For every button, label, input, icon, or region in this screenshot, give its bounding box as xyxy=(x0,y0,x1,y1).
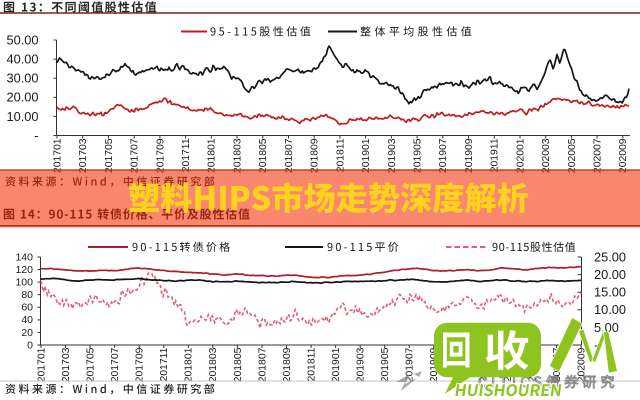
svg-text:201803: 201803 xyxy=(208,347,219,382)
svg-text:10.00: 10.00 xyxy=(594,302,626,317)
svg-text:201805: 201805 xyxy=(233,347,244,382)
svg-text:201705: 201705 xyxy=(86,347,97,382)
svg-text:202009: 202009 xyxy=(618,138,629,173)
svg-text:201907: 201907 xyxy=(405,347,416,382)
svg-text:201709: 201709 xyxy=(135,347,146,382)
svg-text:25.00: 25.00 xyxy=(594,249,626,264)
svg-text:201907: 201907 xyxy=(438,138,449,173)
svg-text:20.00: 20.00 xyxy=(6,90,38,105)
svg-text:201809: 201809 xyxy=(310,138,321,173)
svg-text:202005: 202005 xyxy=(567,138,578,173)
svg-text:140: 140 xyxy=(15,251,33,263)
svg-text:201811: 201811 xyxy=(335,138,346,172)
svg-text:40.00: 40.00 xyxy=(6,52,38,67)
svg-text:60: 60 xyxy=(21,302,33,314)
svg-text:120: 120 xyxy=(15,264,33,276)
svg-text:201911: 201911 xyxy=(490,138,501,172)
svg-text:201703: 201703 xyxy=(78,138,89,173)
svg-text:50.00: 50.00 xyxy=(6,32,38,47)
svg-text:201707: 201707 xyxy=(130,138,141,173)
svg-text:201909: 201909 xyxy=(464,138,475,173)
svg-text:80: 80 xyxy=(21,289,33,301)
svg-text:10.00: 10.00 xyxy=(6,109,38,124)
svg-text:20: 20 xyxy=(21,327,33,339)
svg-text:201809: 201809 xyxy=(282,347,293,382)
svg-text:201801: 201801 xyxy=(184,347,195,382)
svg-text:201703: 201703 xyxy=(61,347,72,382)
svg-text:201905: 201905 xyxy=(380,347,391,382)
svg-text:30.00: 30.00 xyxy=(6,71,38,86)
svg-text:-: - xyxy=(34,128,38,143)
svg-text:201705: 201705 xyxy=(104,138,115,173)
svg-text:201801: 201801 xyxy=(207,138,218,173)
svg-text:202007: 202007 xyxy=(593,138,604,173)
svg-text:201807: 201807 xyxy=(284,138,295,173)
svg-text:201709: 201709 xyxy=(155,138,166,173)
svg-text:0: 0 xyxy=(27,339,33,351)
svg-text:201807: 201807 xyxy=(257,347,268,382)
svg-text:201901: 201901 xyxy=(361,138,372,173)
svg-text:201711: 201711 xyxy=(181,138,192,172)
svg-text:5.00: 5.00 xyxy=(594,320,619,335)
svg-text:100: 100 xyxy=(15,277,33,289)
svg-text:15.00: 15.00 xyxy=(594,285,626,300)
svg-text:201811: 201811 xyxy=(306,347,317,381)
svg-text:20.00: 20.00 xyxy=(594,267,626,282)
svg-text:202009: 202009 xyxy=(577,347,588,382)
svg-text:-: - xyxy=(594,337,598,352)
svg-text:201701: 201701 xyxy=(52,138,63,173)
svg-text:201903: 201903 xyxy=(356,347,367,382)
svg-text:40: 40 xyxy=(21,314,33,326)
svg-text:202003: 202003 xyxy=(541,138,552,173)
svg-text:201711: 201711 xyxy=(159,347,170,381)
svg-text:201901: 201901 xyxy=(331,347,342,382)
svg-text:201707: 201707 xyxy=(110,347,121,382)
svg-text:202001: 202001 xyxy=(515,138,526,173)
svg-text:201701: 201701 xyxy=(36,347,47,382)
svg-text:201805: 201805 xyxy=(258,138,269,173)
svg-text:201803: 201803 xyxy=(232,138,243,173)
svg-text:201905: 201905 xyxy=(413,138,424,173)
svg-text:201903: 201903 xyxy=(387,138,398,173)
